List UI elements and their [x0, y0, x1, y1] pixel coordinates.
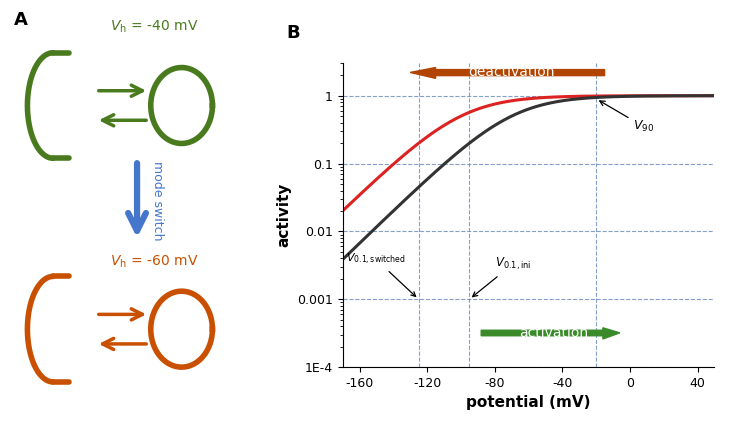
Y-axis label: activity: activity [276, 183, 292, 247]
Text: mode switch: mode switch [151, 161, 164, 240]
Text: $V_{0.1,\rm switched}$: $V_{0.1,\rm switched}$ [346, 252, 416, 296]
Text: $\it{V}_{\rm h}$ = -60 mV: $\it{V}_{\rm h}$ = -60 mV [110, 253, 198, 270]
Text: deactivation: deactivation [468, 65, 555, 79]
Text: activation: activation [519, 326, 588, 340]
Text: $\it{V}_{\rm h}$ = -40 mV: $\it{V}_{\rm h}$ = -40 mV [110, 19, 198, 35]
X-axis label: potential (mV): potential (mV) [467, 395, 590, 411]
Text: $V_{90}$: $V_{90}$ [600, 101, 655, 134]
Text: A: A [14, 11, 28, 29]
FancyArrow shape [410, 68, 604, 78]
FancyArrow shape [481, 328, 620, 339]
Text: B: B [286, 24, 300, 42]
Text: $V_{0.1,\rm ini}$: $V_{0.1,\rm ini}$ [472, 256, 531, 297]
